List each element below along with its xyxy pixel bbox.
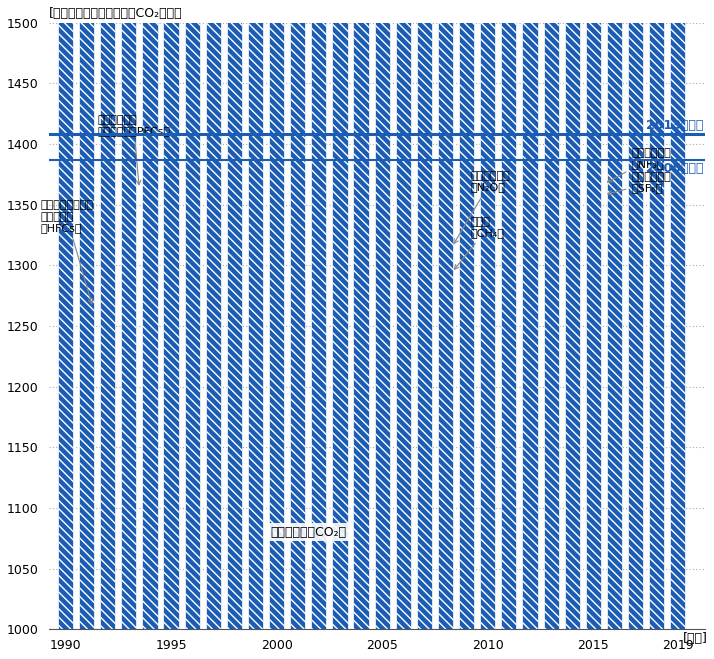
Bar	[269, 0, 284, 629]
Bar	[459, 0, 474, 629]
Bar	[353, 0, 368, 629]
Text: [年度]: [年度]	[683, 632, 708, 645]
Text: パーフルオロ
カーボン類（PFCs）: パーフルオロ カーボン類（PFCs）	[97, 115, 170, 185]
Bar	[417, 0, 432, 629]
Bar	[628, 0, 643, 629]
Bar	[481, 0, 496, 629]
Bar	[164, 0, 178, 629]
Bar	[227, 0, 242, 629]
Text: 2013年度比: 2013年度比	[645, 119, 703, 132]
Bar	[501, 0, 516, 629]
Bar	[670, 0, 685, 629]
Bar	[311, 0, 326, 629]
Bar	[375, 0, 390, 629]
Bar	[649, 0, 664, 629]
Text: 二酸化炭素（CO₂）: 二酸化炭素（CO₂）	[270, 526, 346, 539]
Bar	[58, 0, 73, 629]
Text: 六ふっ化硫黄
（SF₆）: 六ふっ化硫黄 （SF₆）	[608, 172, 671, 195]
Bar	[565, 0, 580, 629]
Bar	[523, 0, 538, 629]
Bar	[248, 0, 263, 629]
Text: 一酸化二窒素
（N₂O）: 一酸化二窒素 （N₂O）	[454, 171, 511, 244]
Bar	[585, 0, 601, 629]
Text: [百万トン］二酸化炭素（CO₂）換算: [百万トン］二酸化炭素（CO₂）換算	[49, 7, 182, 20]
Bar	[438, 0, 453, 629]
Text: メタン
（CH₄）: メタン （CH₄）	[454, 217, 505, 270]
Text: 2005年度比: 2005年度比	[645, 162, 703, 175]
Bar	[290, 0, 306, 629]
Bar	[100, 0, 115, 629]
Bar	[121, 0, 136, 629]
Bar	[607, 0, 622, 629]
Text: ハイドロフルオロ
カーボン類
（HFCs）: ハイドロフルオロ カーボン類 （HFCs）	[40, 200, 93, 304]
Bar	[142, 0, 158, 629]
Bar	[206, 0, 221, 629]
Bar	[543, 0, 559, 629]
Text: 三ふっ化窒素
（NF₃）: 三ふっ化窒素 （NF₃）	[608, 148, 671, 182]
Bar	[332, 0, 348, 629]
Bar	[79, 0, 94, 629]
Bar	[184, 0, 200, 629]
Bar	[396, 0, 411, 629]
